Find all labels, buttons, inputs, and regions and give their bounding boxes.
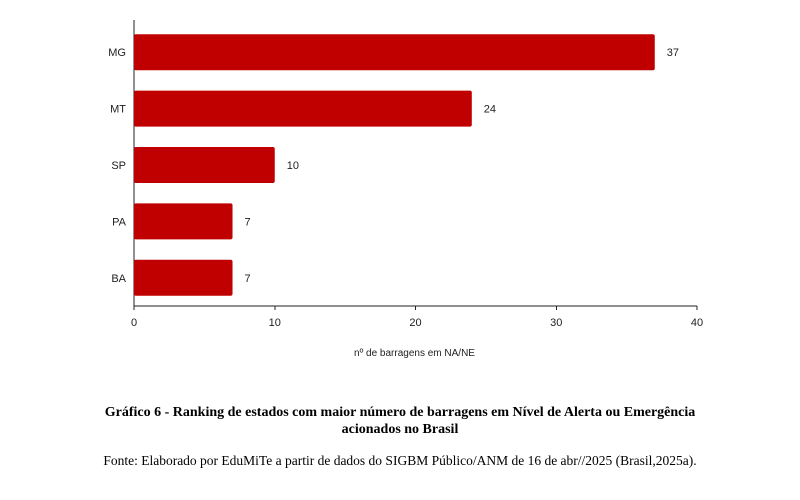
figure-caption-title: Gráfico 6 - Ranking de estados com maior…: [0, 404, 800, 438]
bar-pa: [134, 203, 233, 240]
data-label: 24: [484, 104, 496, 116]
x-axis-title: nº de barragens em NA/NE: [354, 348, 475, 359]
y-tick-label: SP: [111, 160, 126, 172]
caption-title-line-1: Gráfico 6 - Ranking de estados com maior…: [104, 405, 696, 420]
y-tick-label: PA: [112, 216, 127, 228]
y-tick-label: BA: [111, 273, 126, 285]
bar-sp: [134, 147, 275, 183]
y-tick-label: MG: [108, 47, 126, 59]
bar-chart: 0 10 20 30 40 MG 37 MT 24 SP 10 PA 7 BA 7 nº de barrage…: [108, 20, 703, 359]
x-tick-label: 10: [269, 317, 281, 329]
bar-ba: [134, 259, 233, 296]
bar-mt: [134, 90, 472, 127]
data-label: 7: [245, 273, 251, 285]
data-label: 10: [287, 160, 299, 172]
y-tick-label: MT: [110, 104, 126, 116]
x-tick-label: 0: [131, 317, 137, 329]
figure-source: Fonte: Elaborado por EduMiTe a partir de…: [103, 453, 697, 468]
x-tick-label: 30: [550, 317, 562, 329]
x-tick-label: 40: [691, 317, 703, 329]
x-tick-label: 20: [409, 317, 421, 329]
caption-title-line-2: acionados no Brasil: [341, 422, 459, 437]
data-label: 37: [667, 47, 679, 59]
bar-mg: [134, 34, 655, 71]
data-label: 7: [245, 216, 251, 228]
